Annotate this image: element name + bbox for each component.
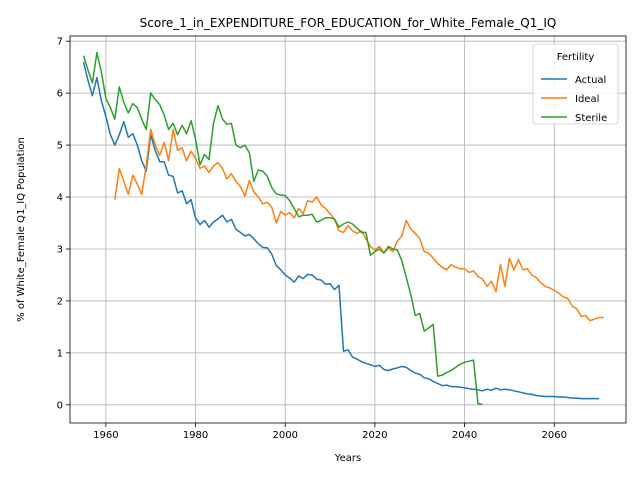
legend: Fertility Actual Ideal Sterile (532, 43, 619, 125)
y-axis-ticks: 0 1 2 3 4 5 6 7 (57, 37, 70, 411)
x-tick-label: 2060 (542, 430, 567, 441)
y-tick-label: 2 (57, 296, 63, 307)
plot-frame (69, 35, 627, 424)
chart-title: Score_1_in_EXPENDITURE_FOR_EDUCATION_for… (140, 16, 557, 30)
x-axis-label: Years (334, 453, 361, 464)
y-tick-label: 7 (57, 37, 63, 48)
series-line-sterile (82, 51, 483, 406)
y-tick-label: 6 (57, 89, 63, 100)
legend-title: Fertility (557, 52, 595, 63)
legend-box (532, 43, 619, 125)
legend-entry: Actual (575, 75, 606, 86)
y-tick-label: 1 (57, 348, 63, 359)
series-line-actual (82, 61, 600, 400)
y-tick-label: 3 (57, 244, 63, 255)
x-axis-ticks: 1960 1980 2000 2020 2040 2060 (93, 423, 567, 441)
series-lines (82, 51, 604, 406)
y-axis-label: % of White_Female Q1_IQ Population (16, 137, 27, 322)
x-tick-label: 2000 (272, 430, 297, 441)
x-tick-label: 2040 (452, 430, 477, 441)
y-tick-label: 5 (57, 141, 63, 152)
legend-entry: Ideal (575, 94, 599, 105)
series-line-ideal (114, 128, 604, 322)
x-tick-label: 2020 (362, 430, 387, 441)
x-tick-label: 1980 (183, 430, 208, 441)
y-tick-label: 0 (57, 400, 63, 411)
y-tick-label: 4 (57, 193, 63, 204)
x-tick-label: 1960 (93, 430, 118, 441)
legend-entry: Sterile (575, 113, 607, 124)
